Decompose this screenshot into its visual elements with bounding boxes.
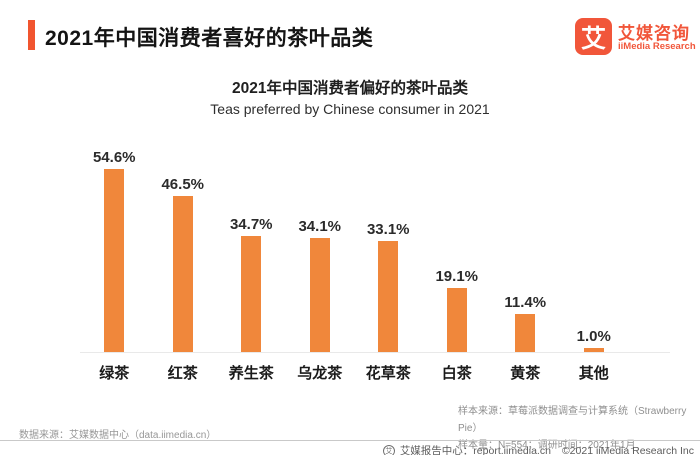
title-accent-bar [28, 20, 35, 50]
bar [172, 196, 193, 352]
bar-column: 46.5% [149, 176, 218, 352]
bar-category-label: 绿茶 [99, 365, 130, 382]
footer-copyright: ©2021 iiMedia Research Inc [561, 444, 694, 455]
bar-column: 34.7% [217, 216, 286, 352]
bar [515, 314, 536, 352]
bar-column: 34.1% [286, 218, 355, 352]
bar-column: 11.4% [491, 294, 560, 352]
bar-value-label: 1.0% [576, 328, 611, 345]
data-source-note: 数据来源：艾媒数据中心（data.iimedia.cn） [19, 430, 217, 441]
bar [309, 238, 330, 352]
bar [378, 241, 399, 352]
footer-report-center: 艾媒报告中心：report.iimedia.cn [399, 445, 551, 455]
bar-category-label: 花草茶 [365, 365, 411, 382]
bar-column: 1.0% [560, 328, 629, 352]
footer-divider [0, 440, 700, 441]
logo-name-cn: 艾媒咨询 [618, 24, 690, 43]
bar-value-label: 11.4% [504, 294, 547, 311]
bar-category-label: 其他 [578, 365, 609, 382]
category-row: 绿茶 红茶 养生茶 乌龙茶 花草茶 白茶 黄茶 其他 [80, 362, 628, 383]
logo-name-en: iiMedia Research [618, 41, 696, 52]
sample-size-note: 样本量：N=554；调研时间：2021年1月 [458, 440, 636, 451]
bar [104, 169, 125, 352]
page-title: 2021年中国消费者喜好的茶叶品类 [45, 27, 374, 50]
bar-category-label: 乌龙茶 [297, 365, 343, 382]
bar-category-label: 黄茶 [510, 365, 541, 382]
bar-value-label: 34.1% [298, 218, 342, 235]
bar-category-label: 红茶 [167, 365, 198, 382]
chart-subtitle: Teas preferred by Chinese consumer in 20… [210, 101, 490, 117]
bar-column: 54.6% [80, 149, 149, 352]
bar-value-label: 46.5% [161, 176, 205, 193]
footer-bar: 艾 艾媒报告中心：report.iimedia.cn ©2021 iiMedia… [382, 443, 694, 455]
bar-value-label: 34.7% [229, 216, 273, 233]
chart-title: 2021年中国消费者偏好的茶叶品类 [232, 80, 468, 97]
iimedia-logo-icon: 艾 [575, 18, 612, 55]
bar-category-label: 白茶 [441, 365, 472, 382]
plot-area: 54.6% 46.5% 34.7% 34.1% 33.1% 19.1% 11.4% 1.0% [80, 145, 628, 352]
bar-category-label: 养生茶 [228, 365, 274, 382]
iimedia-badge-icon: 艾 [382, 444, 395, 455]
bar [241, 236, 262, 352]
bar-column: 19.1% [423, 268, 492, 352]
bar-value-label: 19.1% [435, 268, 479, 285]
bar-value-label: 54.6% [92, 149, 136, 166]
sample-source-note: 样本来源：草莓派数据调查与计算系统（Strawberry Pie） [458, 406, 687, 434]
x-axis-line [80, 352, 670, 353]
sample-footnotes: 样本来源：草莓派数据调查与计算系统（Strawberry Pie） 样本量：N=… [458, 403, 700, 454]
bar [446, 288, 467, 352]
bar-value-label: 33.1% [366, 221, 410, 238]
bar-column: 33.1% [354, 221, 423, 352]
bar [583, 348, 604, 352]
